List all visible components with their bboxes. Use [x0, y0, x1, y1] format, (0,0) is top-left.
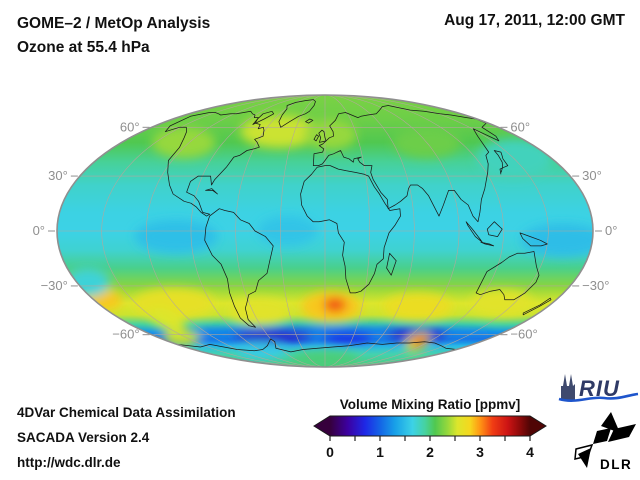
coastline [164, 110, 265, 217]
attribution-line-1: 4DVar Chemical Data Assimilation [17, 405, 236, 420]
colorbar-tick-label: 2 [426, 444, 434, 460]
riu-logo: RIU [558, 374, 639, 402]
lat-label: 60° [120, 119, 140, 134]
ozone-feature-spacific-west-band-high [470, 289, 534, 317]
attribution-url: http://wdc.dlr.de [17, 455, 121, 470]
coastline [300, 165, 401, 294]
lat-label: 30° [582, 168, 602, 183]
ozone-feature-nw-america-high [152, 126, 216, 159]
lat-label: −30° [41, 278, 68, 293]
dlr-star-top-icon [601, 412, 620, 433]
coastline [493, 150, 509, 175]
coastline [205, 188, 218, 195]
colorbar-tick-label: 4 [526, 444, 534, 460]
graticule-meridian [235, 95, 319, 367]
colorbar-gradient [330, 416, 530, 436]
colorbar-tick-label: 3 [476, 444, 484, 460]
graticule-meridian [101, 95, 310, 367]
ozone-feature-wpacific-equator-low [521, 223, 593, 258]
attribution-block: 4DVar Chemical Data Assimilation SACADA … [17, 400, 236, 475]
ozone-feature-sw-pacific-cool [65, 268, 110, 297]
ozone-feature-epacific-equator-low [134, 219, 218, 254]
coastline [522, 297, 552, 316]
lat-label: −30° [582, 278, 609, 293]
graticule-meridian [280, 95, 322, 367]
coastline [519, 232, 548, 247]
coastline [204, 208, 274, 328]
lat-labels: 60° 60° 30° 30° 0° 0° −30° −30° −60° −60° [33, 119, 618, 341]
ozone-feature-north-atlantic-high [240, 115, 318, 148]
graticule-meridian [331, 95, 415, 367]
timestamp: Aug 17, 2011, 12:00 GMT [444, 12, 625, 29]
coastline [305, 118, 314, 124]
colorbar-title: Volume Mixing Ratio [ppmv] [339, 397, 521, 412]
riu-wave-icon [558, 392, 639, 402]
coastline [252, 110, 275, 125]
coastline [386, 252, 397, 276]
figure-title: GOME–2 / MetOp Analysis Ozone at 55.4 hP… [17, 12, 210, 60]
coastline [318, 129, 327, 143]
map-outline [56, 94, 594, 368]
graticule-meridian [337, 95, 504, 367]
lat-label: 30° [48, 168, 68, 183]
colorbar-tick-label: 1 [376, 444, 384, 460]
graticule-meridian [328, 95, 370, 367]
ozone-feature-bottom-left-warm [163, 329, 201, 346]
coastline [480, 241, 495, 247]
dlr-logo: DLR [574, 412, 636, 472]
title-line-1: GOME–2 / MetOp Analysis [17, 15, 211, 32]
dlr-star-right-icon [608, 424, 636, 442]
ozone-feature-left-diagonal-streak [147, 307, 186, 332]
ozone-feature-vortex-core-atlantic [233, 329, 313, 343]
ozone-feature-sindian-band-high [383, 293, 453, 320]
lat-label: 0° [33, 223, 45, 238]
coastline [176, 338, 457, 353]
colorbar-right-arrow [530, 416, 546, 436]
ozone-feature-satlantic-band-high [229, 298, 290, 325]
riu-cathedral-icon [561, 374, 575, 400]
attribution-line-2: SACADA Version 2.4 [17, 430, 150, 445]
colorbar-tick-label: 0 [326, 444, 334, 460]
ozone-feature-vortex-filament-core [411, 335, 428, 347]
lat-label: −60° [112, 327, 139, 342]
graticule-meridian [146, 95, 313, 367]
title-line-2: Ozone at 55.4 hPa [17, 39, 150, 56]
ozone-feature-europe-high [303, 119, 357, 150]
colorbar: 0 1 2 3 4 [313, 415, 547, 460]
graticule-meridian [340, 95, 549, 367]
coastlines [164, 99, 552, 353]
dlr-logo-text: DLR [600, 457, 632, 472]
graticule [57, 95, 593, 367]
dlr-star-center-icon [593, 428, 611, 444]
lat-label: 60° [510, 119, 530, 134]
coastline [486, 221, 503, 237]
coastline [475, 251, 540, 301]
graticule-meridian [334, 95, 460, 367]
coastline [278, 99, 316, 128]
dlr-star-bottom-icon [578, 448, 591, 468]
lat-label: 0° [605, 223, 617, 238]
coastline [313, 134, 319, 142]
graticule-meridian [190, 95, 316, 367]
ozone-feature-safrica-core-high [323, 298, 347, 312]
coastline [312, 105, 500, 223]
ozone-feature-vortex-core-africa [322, 331, 375, 344]
lat-label: −60° [510, 327, 537, 342]
colorbar-left-arrow [314, 416, 330, 436]
